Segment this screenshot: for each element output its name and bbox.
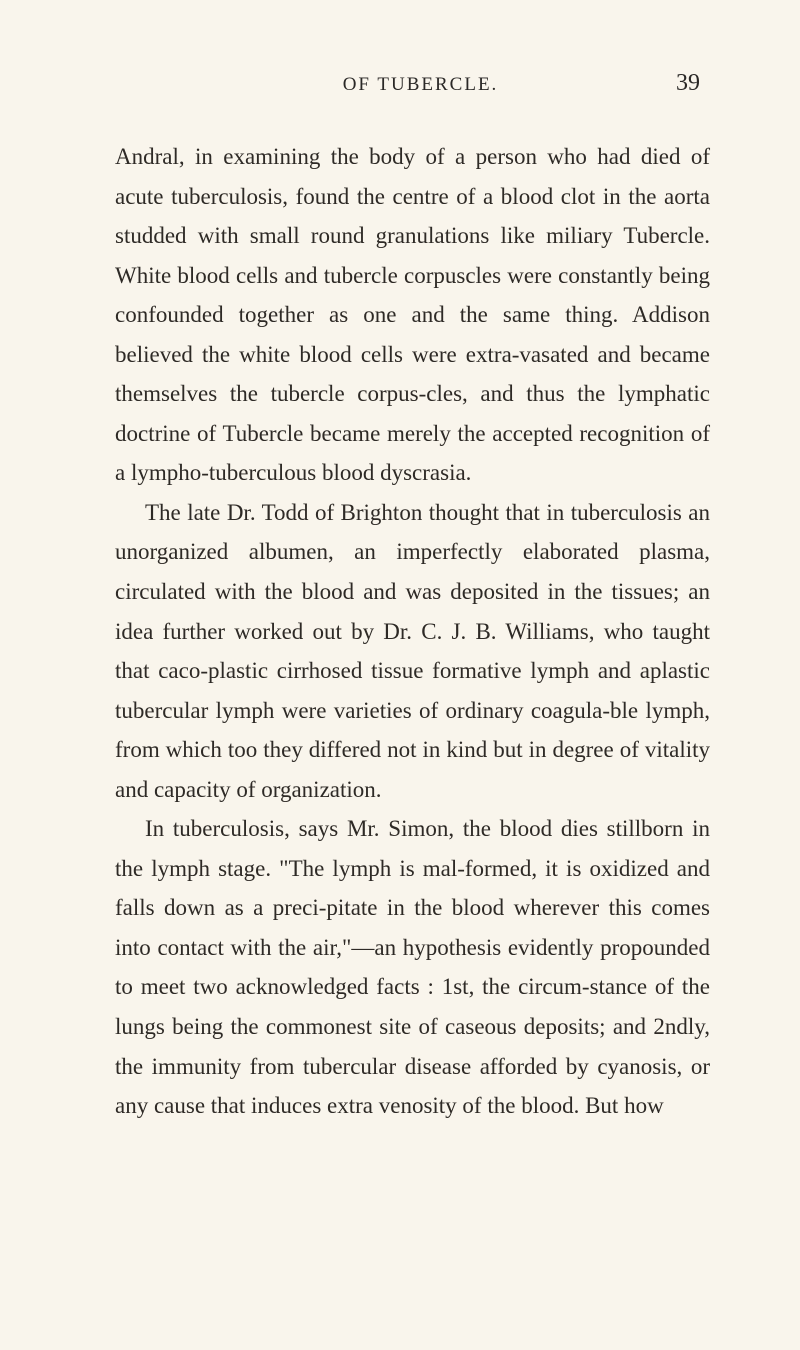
page-body: Andral, in examining the body of a perso… xyxy=(115,137,710,1126)
running-title: OF TUBERCLE. xyxy=(165,74,676,96)
paragraph-1: Andral, in examining the body of a perso… xyxy=(115,137,710,493)
page-number: 39 xyxy=(676,70,700,97)
paragraph-3: In tuberculosis, says Mr. Simon, the blo… xyxy=(115,809,710,1125)
page-header: OF TUBERCLE. 39 xyxy=(115,70,710,97)
paragraph-2: The late Dr. Todd of Brighton thought th… xyxy=(115,493,710,809)
